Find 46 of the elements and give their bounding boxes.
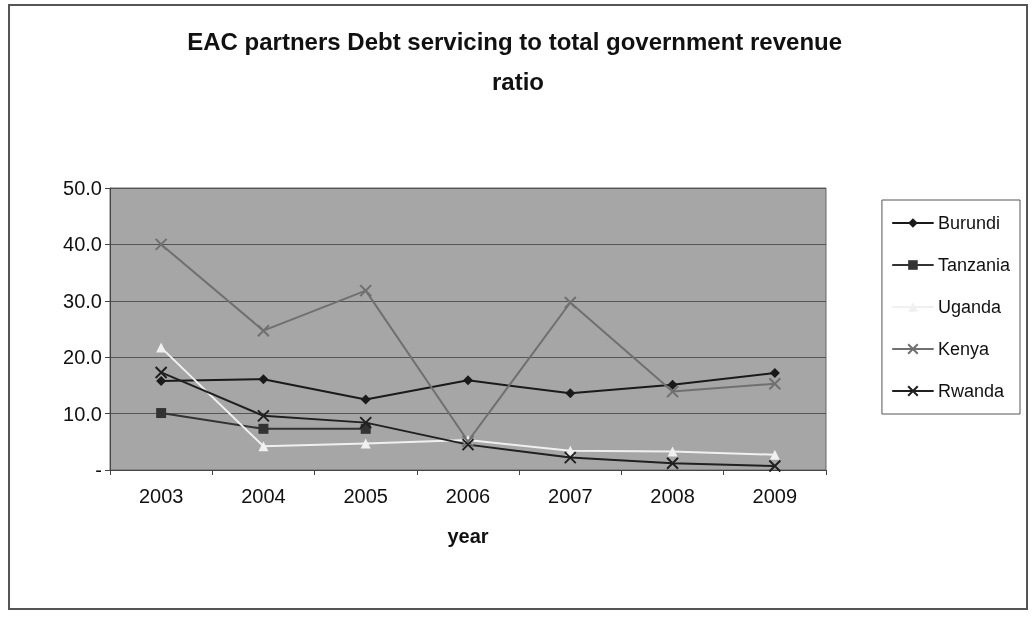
point <box>359 284 373 298</box>
point <box>258 374 269 385</box>
y-tick-label: 40.0 <box>63 233 102 256</box>
point <box>768 459 782 473</box>
legend-label: Kenya <box>937 339 990 359</box>
point <box>666 456 680 470</box>
x-tick-label: 2003 <box>138 485 184 507</box>
legend-label: Tanzania <box>937 255 1011 275</box>
y-tick-label: 30.0 <box>63 289 102 312</box>
legend-label: Burundi <box>937 213 1000 233</box>
point <box>666 385 680 399</box>
point <box>156 375 167 386</box>
x-axis-title: year <box>447 525 489 547</box>
x-tick-label: 2008 <box>650 485 695 507</box>
point <box>667 379 678 390</box>
y-tick-label: 20.0 <box>63 346 102 369</box>
point <box>360 394 371 405</box>
point <box>258 423 269 434</box>
point <box>768 377 782 391</box>
x-tick-label: 2006 <box>445 485 491 507</box>
point <box>360 438 371 449</box>
x-tick-label: 2005 <box>343 485 388 507</box>
point <box>156 408 167 419</box>
y-tick-label: 10.0 <box>63 402 102 425</box>
y-tick-label: - <box>95 459 102 481</box>
point <box>258 441 269 452</box>
x-tick-label: 2004 <box>241 485 286 507</box>
point <box>359 416 373 430</box>
point <box>769 367 780 378</box>
y-tick-label: 50.0 <box>63 177 102 199</box>
point <box>154 237 168 251</box>
point <box>463 375 473 386</box>
x-tick-label: 2007 <box>548 485 593 507</box>
legend-label: Rwanda <box>937 381 1005 401</box>
legend-label: Uganda <box>937 297 1002 317</box>
point <box>667 446 678 457</box>
point <box>256 409 270 423</box>
point <box>769 449 780 460</box>
point <box>563 295 577 309</box>
chart-title: EAC partners Debt servicing to total government revenue ratio <box>187 27 849 95</box>
point <box>256 324 270 338</box>
point <box>563 451 577 465</box>
point <box>565 388 576 399</box>
point <box>461 438 475 452</box>
point <box>154 365 168 379</box>
x-tick-label: 2009 <box>752 485 798 507</box>
